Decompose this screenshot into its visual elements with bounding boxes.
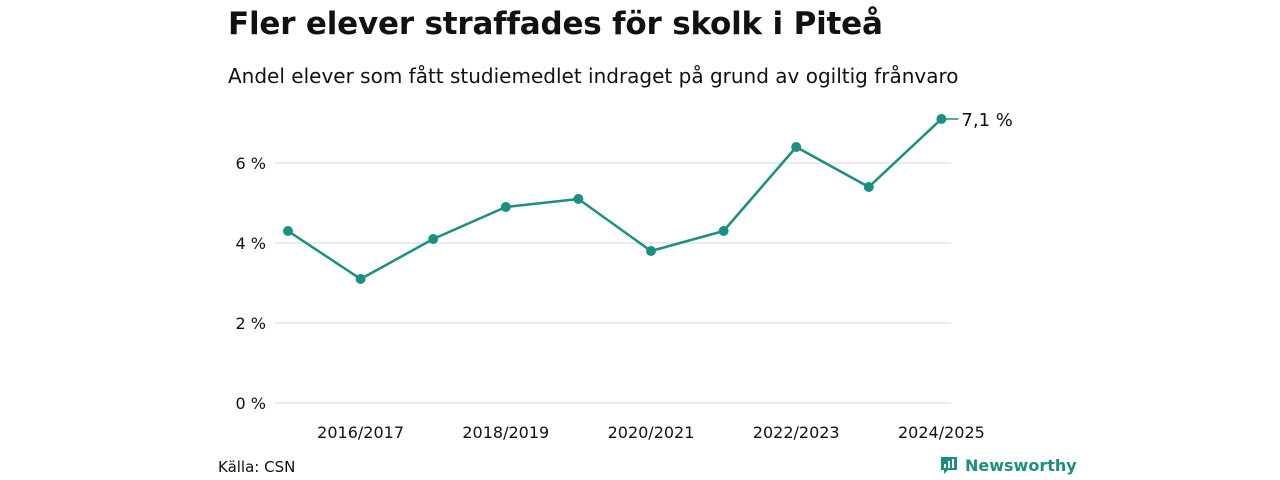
data-point [646,246,656,256]
brand-name: Newsworthy [965,455,1077,475]
data-point [283,226,293,236]
x-tick-label: 2018/2019 [462,423,549,442]
x-tick-label: 2020/2021 [608,423,695,442]
data-point [355,274,366,284]
newsworthy-logo-icon [941,457,957,474]
y-tick-label: 6 % [236,154,266,173]
data-point [500,202,511,212]
last-value-label: 7,1 % [961,110,1012,131]
x-tick-label: 2022/2023 [753,423,840,442]
chart-subtitle: Andel elever som fått studiemedlet indra… [228,64,959,88]
series-line [286,117,943,281]
x-tick-label: 2016/2017 [317,423,404,442]
data-point [863,182,874,192]
x-tick-label: 2024/2025 [898,423,985,442]
source-note: Källa: CSN [218,458,296,476]
y-tick-label: 4 % [236,234,266,253]
y-tick-label: 0 % [236,394,266,413]
data-point [573,194,584,204]
y-tick-label: 2 % [236,314,266,333]
data-point [791,142,802,152]
chart-title: Fler elever straffades för skolk i Piteå [228,6,883,42]
brand-logo[interactable]: Newsworthy [939,455,1077,475]
data-point [718,226,729,236]
data-point [428,234,439,244]
